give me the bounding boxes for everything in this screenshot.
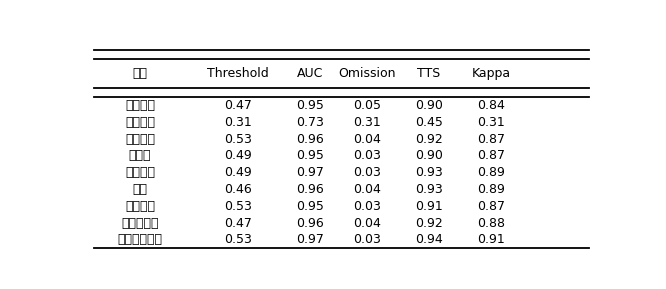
Text: 0.04: 0.04 bbox=[353, 216, 381, 229]
Text: 0.46: 0.46 bbox=[224, 183, 252, 196]
Text: 0.87: 0.87 bbox=[477, 149, 505, 162]
Text: 원앙: 원앙 bbox=[133, 183, 148, 196]
Text: 0.96: 0.96 bbox=[296, 183, 324, 196]
Text: 0.93: 0.93 bbox=[415, 166, 443, 179]
Text: 0.89: 0.89 bbox=[477, 166, 505, 179]
Text: 0.03: 0.03 bbox=[353, 166, 381, 179]
Text: 0.91: 0.91 bbox=[415, 200, 443, 213]
Text: 가창오리: 가창오리 bbox=[125, 99, 155, 112]
Text: 0.96: 0.96 bbox=[296, 216, 324, 229]
Text: 0.94: 0.94 bbox=[415, 234, 443, 247]
Text: 0.95: 0.95 bbox=[296, 99, 324, 112]
Text: 0.53: 0.53 bbox=[224, 133, 252, 146]
Text: 0.03: 0.03 bbox=[353, 149, 381, 162]
Text: 0.90: 0.90 bbox=[415, 99, 443, 112]
Text: AUC: AUC bbox=[297, 67, 324, 80]
Text: 0.92: 0.92 bbox=[415, 133, 443, 146]
Text: 0.49: 0.49 bbox=[224, 149, 252, 162]
Text: 0.93: 0.93 bbox=[415, 183, 443, 196]
Text: Threshold: Threshold bbox=[207, 67, 269, 80]
Text: 0.87: 0.87 bbox=[477, 200, 505, 213]
Text: 0.53: 0.53 bbox=[224, 234, 252, 247]
Text: 0.04: 0.04 bbox=[353, 183, 381, 196]
Text: 0.87: 0.87 bbox=[477, 133, 505, 146]
Text: 0.31: 0.31 bbox=[224, 116, 252, 129]
Text: 0.04: 0.04 bbox=[353, 133, 381, 146]
Text: 0.89: 0.89 bbox=[477, 183, 505, 196]
Text: 0.91: 0.91 bbox=[477, 234, 505, 247]
Text: 0.31: 0.31 bbox=[477, 116, 505, 129]
Text: 쇠오리: 쇠오리 bbox=[129, 149, 151, 162]
Text: 0.88: 0.88 bbox=[477, 216, 505, 229]
Text: 청머리오리: 청머리오리 bbox=[121, 216, 159, 229]
Text: 0.73: 0.73 bbox=[296, 116, 324, 129]
Text: Kappa: Kappa bbox=[472, 67, 511, 80]
Text: 청둥오리: 청둥오리 bbox=[125, 200, 155, 213]
Text: 0.97: 0.97 bbox=[296, 166, 324, 179]
Text: 0.45: 0.45 bbox=[415, 116, 443, 129]
Text: 0.03: 0.03 bbox=[353, 234, 381, 247]
Text: TTS: TTS bbox=[418, 67, 441, 80]
Text: 0.84: 0.84 bbox=[477, 99, 505, 112]
Text: 0.90: 0.90 bbox=[415, 149, 443, 162]
Text: Omission: Omission bbox=[338, 67, 396, 80]
Text: 0.49: 0.49 bbox=[224, 166, 252, 179]
Text: 0.96: 0.96 bbox=[296, 133, 324, 146]
Text: 고방오리: 고방오리 bbox=[125, 116, 155, 129]
Text: 0.47: 0.47 bbox=[224, 99, 252, 112]
Text: 0.95: 0.95 bbox=[296, 200, 324, 213]
Text: 0.03: 0.03 bbox=[353, 200, 381, 213]
Text: 국명: 국명 bbox=[133, 67, 148, 80]
Text: 0.53: 0.53 bbox=[224, 200, 252, 213]
Text: 흰뺨검둥오리: 흰뺨검둥오리 bbox=[117, 234, 163, 247]
Text: 0.95: 0.95 bbox=[296, 149, 324, 162]
Text: 0.31: 0.31 bbox=[353, 116, 381, 129]
Text: 알락오리: 알락오리 bbox=[125, 166, 155, 179]
Text: 0.05: 0.05 bbox=[353, 99, 381, 112]
Text: 0.97: 0.97 bbox=[296, 234, 324, 247]
Text: 0.92: 0.92 bbox=[415, 216, 443, 229]
Text: 0.47: 0.47 bbox=[224, 216, 252, 229]
Text: 넓적부리: 넓적부리 bbox=[125, 133, 155, 146]
